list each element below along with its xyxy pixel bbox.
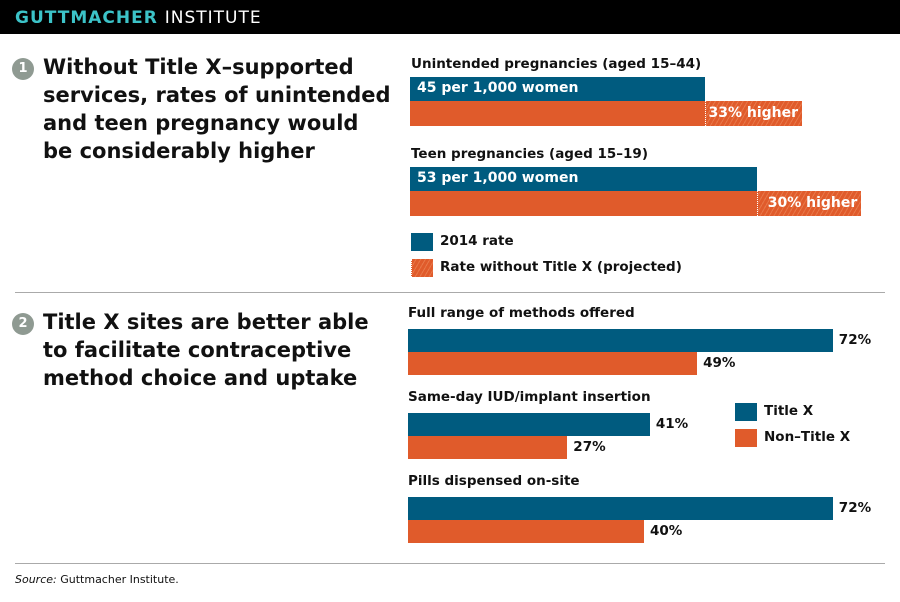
legend-swatch-projected — [411, 259, 433, 277]
bar-title-x — [408, 413, 650, 436]
bar-title-x — [408, 329, 833, 352]
brand-logo: GUTTMACHER INSTITUTE — [15, 8, 262, 28]
legend-title-x: Title X — [764, 403, 814, 419]
source-label: Source: — [15, 573, 57, 586]
brand-bold: GUTTMACHER — [15, 8, 158, 28]
header-bar: GUTTMACHER INSTITUTE — [0, 0, 900, 34]
bar-2014-rate: 45 per 1,000 women — [410, 77, 705, 101]
source-text: Guttmacher Institute. — [56, 573, 179, 586]
section-2-number-icon: 2 — [12, 313, 34, 335]
divider — [15, 292, 885, 293]
legend-swatch-title-x — [735, 403, 757, 421]
footer-divider — [15, 563, 885, 564]
value-label: 49% — [703, 355, 736, 371]
legend-swatch-2014 — [411, 233, 433, 251]
bar-projected — [410, 191, 758, 216]
category-label: Same-day IUD/implant insertion — [408, 389, 651, 405]
category-label: Full range of methods offered — [408, 305, 635, 321]
brand-light: INSTITUTE — [164, 8, 262, 28]
bar-non-title-x — [408, 436, 568, 459]
section-2-heading: Title X sites are better able to facilit… — [43, 310, 369, 390]
section-1-heading: Without Title X–supported services, rate… — [43, 55, 391, 163]
legend-swatch-non-title-x — [735, 429, 757, 447]
bar-projected-increase: 30% higher — [757, 191, 862, 216]
legend-non-title-x: Non–Title X — [764, 429, 851, 445]
source-note: Source: Guttmacher Institute. — [15, 573, 179, 586]
section-1-number-icon: 1 — [12, 58, 34, 80]
bar-non-title-x — [408, 520, 644, 543]
bar-projected — [410, 101, 705, 126]
bar-2014-rate: 53 per 1,000 women — [410, 167, 758, 191]
value-label: 72% — [838, 332, 872, 348]
bar-rate-label: 45 per 1,000 women — [417, 80, 579, 96]
bar-non-title-x — [408, 352, 698, 375]
group-label: Teen pregnancies (aged 15–19) — [411, 146, 648, 162]
bar-projected-increase: 33% higher — [704, 101, 803, 126]
increase-label: 33% higher — [708, 105, 799, 121]
legend-projected: Rate without Title X (projected) — [440, 259, 682, 275]
category-label: Pills dispensed on-site — [408, 473, 580, 489]
value-label: 72% — [838, 500, 872, 516]
value-label: 27% — [573, 439, 606, 455]
value-label: 41% — [655, 416, 689, 432]
bar-title-x — [408, 497, 833, 520]
group-label: Unintended pregnancies (aged 15–44) — [411, 56, 702, 72]
bar-rate-label: 53 per 1,000 women — [417, 170, 579, 186]
legend-2014-rate: 2014 rate — [440, 233, 514, 249]
value-label: 40% — [650, 523, 683, 539]
increase-label: 30% higher — [767, 195, 858, 211]
